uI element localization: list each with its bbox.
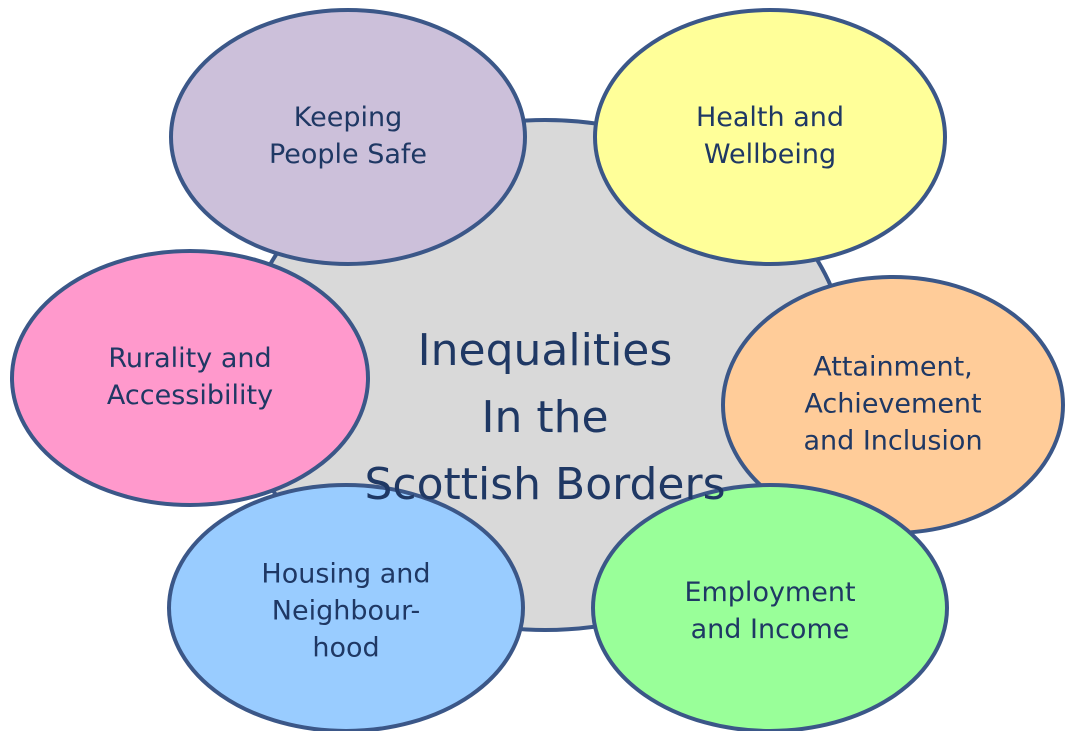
- node-label: and Income: [691, 614, 850, 645]
- center-label: Scottish Borders: [364, 459, 725, 510]
- node-shape: [167, 483, 525, 731]
- node-label: Accessibility: [107, 380, 273, 411]
- node-shape: [10, 249, 370, 507]
- node-label: Attainment,: [813, 352, 973, 383]
- center-label: Inequalities: [418, 325, 673, 376]
- node-label: Health and: [696, 102, 844, 133]
- node-label: hood: [312, 633, 379, 664]
- node-label: Achievement: [804, 389, 981, 420]
- node-label: Rurality and: [108, 343, 271, 374]
- node-label: Keeping: [294, 102, 402, 133]
- node-label: Housing and: [261, 559, 430, 590]
- node-label: Employment: [684, 577, 855, 608]
- node-shape: [169, 8, 527, 266]
- node-shape: [593, 8, 947, 266]
- node-label: Wellbeing: [704, 139, 836, 170]
- node-shape: [591, 483, 949, 731]
- node-label: People Safe: [269, 139, 427, 170]
- labels: Inequalities In the Scottish Borders Keepin…: [107, 102, 983, 664]
- node-label: Neighbour-: [272, 596, 420, 627]
- node-label: and Inclusion: [803, 426, 982, 457]
- center-label: In the: [481, 392, 608, 443]
